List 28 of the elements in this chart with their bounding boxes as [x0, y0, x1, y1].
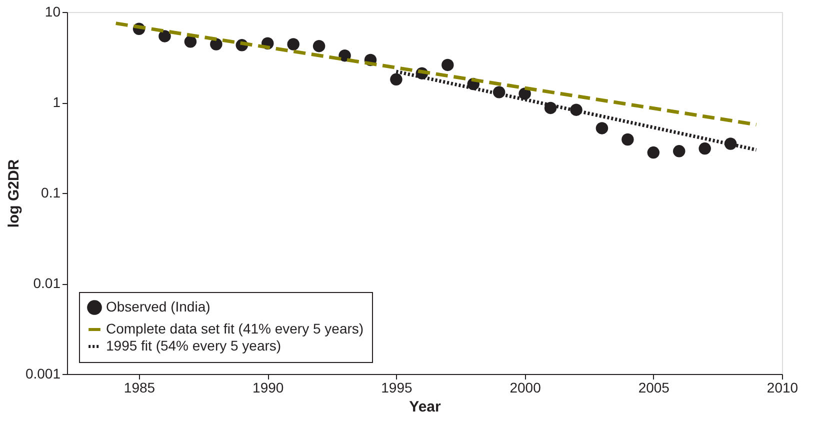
point	[184, 36, 197, 48]
point	[390, 73, 402, 86]
legend-label: Complete data set fit (41% every 5 years)	[106, 320, 364, 336]
point	[622, 133, 634, 146]
x-tick-label: 2000	[510, 380, 542, 396]
legend-label: 1995 fit (54% every 5 years)	[106, 338, 282, 354]
point	[287, 38, 300, 50]
x-tick-label: 2005	[638, 380, 670, 396]
x-tick-label: 1985	[124, 380, 156, 396]
y-tick-label: 0.01	[33, 275, 61, 291]
y-axis-title: log G2DR	[5, 159, 22, 228]
point	[673, 145, 686, 158]
point	[698, 142, 711, 155]
point	[210, 38, 222, 50]
point	[596, 122, 608, 134]
x-tick-label: 1995	[381, 380, 412, 396]
y-tick-label: 10	[44, 4, 61, 20]
y-tick-label: 1	[52, 94, 61, 110]
legend-label: Observed (India)	[106, 298, 210, 314]
point	[158, 30, 171, 42]
y-tick-label: 0.1	[41, 184, 61, 200]
x-axis-title: Year	[409, 398, 442, 416]
x-tick-label: 2010	[766, 380, 798, 396]
x-tick-label: 1990	[252, 380, 284, 396]
point	[312, 40, 326, 52]
point	[442, 58, 454, 72]
y-tick-label: 0.001	[25, 366, 61, 382]
point	[647, 146, 660, 159]
